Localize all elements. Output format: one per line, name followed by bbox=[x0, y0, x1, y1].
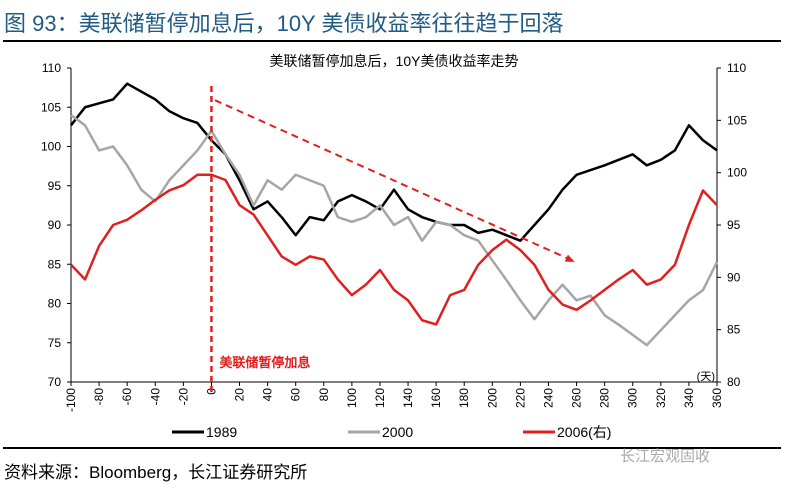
y-tick-label-right: 105 bbox=[727, 113, 747, 127]
x-tick-label: 260 bbox=[570, 388, 584, 408]
x-tick-label: 360 bbox=[710, 388, 724, 408]
legend-label: 2006(右) bbox=[557, 424, 611, 440]
x-tick-label: 80 bbox=[317, 388, 331, 402]
y-tick-label-right: 100 bbox=[727, 166, 747, 180]
trend-arrow-head bbox=[564, 254, 575, 262]
y-tick-label-right: 80 bbox=[727, 375, 741, 389]
x-tick-label: 100 bbox=[345, 388, 359, 408]
x-tick-label: 120 bbox=[373, 388, 387, 408]
y-tick-label-right: 85 bbox=[727, 323, 741, 337]
y-tick-label-left: 85 bbox=[48, 257, 62, 271]
y-tick-label-left: 75 bbox=[48, 336, 62, 350]
y-tick-label-right: 90 bbox=[727, 270, 741, 284]
series-line-2006 bbox=[70, 173, 718, 326]
chart-title: 美联储暂停加息后，10Y美债收益率走势 bbox=[270, 53, 519, 69]
figure-title: 图 93：美联储暂停加息后，10Y 美债收益率往往趋于回落 bbox=[4, 11, 564, 36]
x-tick-label: -40 bbox=[148, 388, 162, 406]
x-tick-label: 280 bbox=[598, 388, 612, 408]
y-tick-label-left: 110 bbox=[42, 61, 61, 75]
series-line-1989 bbox=[70, 82, 718, 242]
source-note: 资料来源：Bloomberg，长江证券研究所 bbox=[4, 463, 308, 482]
y-tick-label-left: 105 bbox=[41, 100, 61, 114]
x-tick-label: 300 bbox=[626, 388, 640, 408]
x-tick-label: -100 bbox=[64, 388, 78, 412]
bottom-divider bbox=[3, 447, 781, 449]
x-tick-label: 320 bbox=[654, 388, 668, 408]
legend-label: 2000 bbox=[382, 424, 413, 440]
legend-label: 1989 bbox=[206, 424, 237, 440]
series-line-2000 bbox=[70, 114, 719, 347]
x-tick-label: 240 bbox=[541, 388, 555, 408]
y-tick-label-right: 110 bbox=[727, 61, 746, 75]
y-tick-label-left: 90 bbox=[48, 218, 62, 232]
x-tick-label: 180 bbox=[457, 388, 471, 408]
line-chart: 美联储暂停加息后，10Y美债收益率走势 70 75 80 85 90 95 100 105 110… bbox=[41, 53, 747, 440]
pause-annotation: 美联储暂停加息 bbox=[219, 355, 310, 370]
x-tick-label: 220 bbox=[513, 388, 527, 408]
y-tick-label-right: 95 bbox=[727, 218, 741, 232]
x-tick-label: 160 bbox=[429, 388, 443, 408]
x-tick-label: -80 bbox=[92, 388, 106, 406]
x-tick-label: 200 bbox=[485, 388, 499, 408]
y-tick-label-left: 80 bbox=[48, 297, 62, 311]
trend-arrow-line bbox=[214, 99, 570, 260]
y-tick-label-left: 70 bbox=[48, 375, 62, 389]
x-tick-label: 60 bbox=[289, 388, 303, 402]
x-tick-label: 340 bbox=[682, 388, 696, 408]
watermark: 长江宏观固收 bbox=[620, 448, 711, 465]
y-tick-label-left: 95 bbox=[48, 179, 62, 193]
x-tick-label: -20 bbox=[176, 388, 190, 406]
top-divider bbox=[3, 40, 781, 42]
x-axis-unit: (天) bbox=[697, 371, 715, 383]
x-tick-label: 20 bbox=[233, 388, 247, 402]
x-tick-label: 140 bbox=[401, 388, 415, 408]
x-tick-label: -60 bbox=[120, 388, 134, 406]
x-tick-label: 40 bbox=[261, 388, 275, 402]
y-tick-label-left: 100 bbox=[41, 140, 61, 154]
